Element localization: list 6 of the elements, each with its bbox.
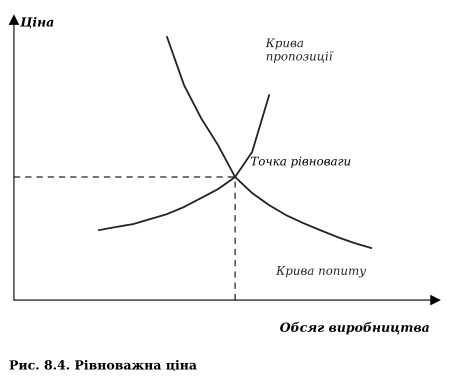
x-axis-title: Обсяг виробництва (280, 322, 429, 334)
y-axis-title: Ціна (20, 16, 54, 28)
text: Рис. 8.4. Рівноважна ціна (10, 360, 197, 372)
text: Крива пропозиції (266, 38, 334, 63)
series-label: Крива попиту (276, 266, 366, 278)
annotation: Точка рівноваги (250, 156, 350, 168)
